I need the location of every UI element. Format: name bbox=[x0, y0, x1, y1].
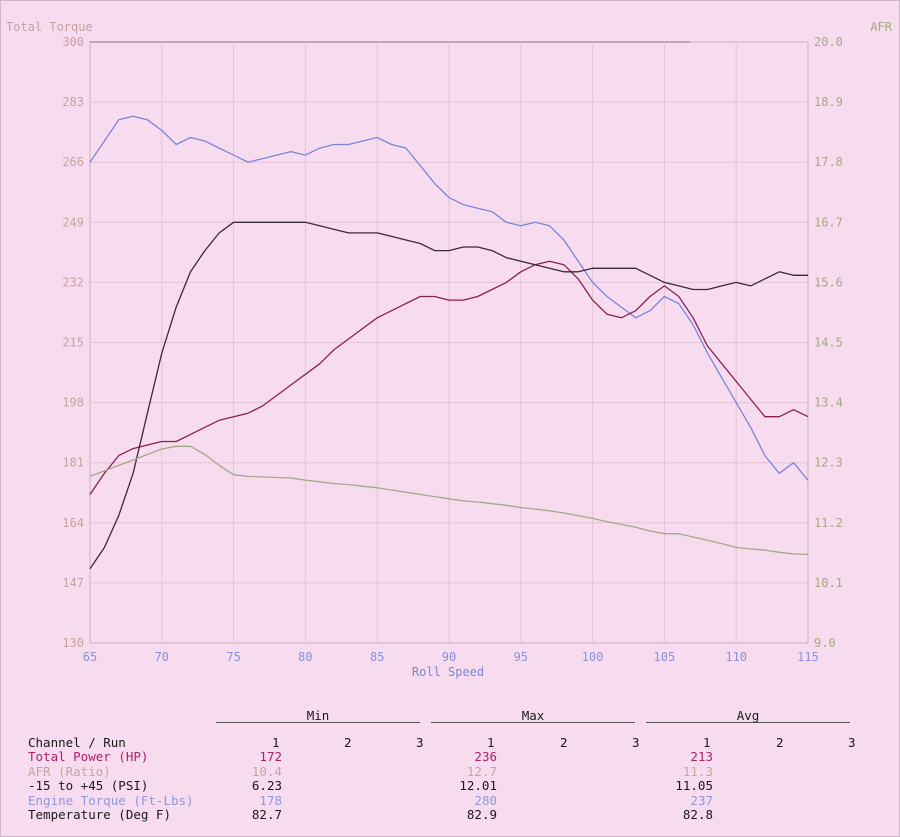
summary-group-title: Min bbox=[306, 708, 330, 723]
summary-value-max: 12.01 bbox=[459, 778, 497, 793]
x-tick-label: 80 bbox=[298, 650, 312, 664]
summary-group-title: Max bbox=[521, 708, 545, 723]
y-right-tick-label: 12.3 bbox=[814, 456, 843, 470]
y-right-tick-label: 11.2 bbox=[814, 516, 843, 530]
summary-run-number: 2 bbox=[344, 735, 352, 750]
y-right-tick-label: 20.0 bbox=[814, 35, 843, 49]
summary-run-number: 3 bbox=[632, 735, 640, 750]
chart-ticks: 65 70 75 80 85 90 95 100 105 110 115 300 283 266 249 23… bbox=[62, 35, 843, 664]
summary-value-max: 280 bbox=[474, 792, 497, 808]
summary-value-min: 10.4 bbox=[251, 763, 282, 779]
y-right-tick-label: 14.5 bbox=[814, 336, 843, 350]
y-left-tick-label: 198 bbox=[62, 396, 84, 410]
y-left-tick-label: 283 bbox=[62, 95, 84, 109]
summary-table: Min 1 2 3 Max 1 2 3 Avg 1 2 3 Channel / Run Total Pow… bbox=[0, 700, 900, 837]
summary-value-max: 82.9 bbox=[466, 807, 497, 822]
summary-row-label: Engine Torque (Ft-Lbs) bbox=[28, 792, 194, 808]
summary-run-number: 1 bbox=[272, 735, 280, 750]
y-left-tick-label: 164 bbox=[62, 516, 84, 530]
summary-group-underline bbox=[431, 722, 635, 723]
x-axis-label: Roll Speed bbox=[412, 665, 484, 679]
chart-series bbox=[89, 115, 809, 570]
series-line-15-to-45-psi bbox=[89, 221, 808, 570]
y-left-tick-label: 215 bbox=[62, 336, 84, 350]
summary-row-label: Temperature (Deg F) bbox=[28, 807, 171, 822]
y-right-tick-label: 16.7 bbox=[814, 215, 843, 229]
x-tick-label: 70 bbox=[155, 650, 169, 664]
summary-run-number: 3 bbox=[848, 735, 856, 750]
summary-value-avg: 237 bbox=[690, 792, 713, 808]
summary-value-min: 6.23 bbox=[251, 778, 282, 793]
y-left-tick-label: 266 bbox=[62, 155, 84, 169]
x-tick-label: 95 bbox=[514, 650, 528, 664]
series-line-total-power-hp bbox=[89, 260, 809, 495]
summary-row-label: -15 to +45 (PSI) bbox=[28, 778, 149, 793]
summary-value-min: 172 bbox=[259, 749, 282, 764]
summary-run-number: 2 bbox=[560, 735, 568, 750]
summary-row-label: AFR (Ratio) bbox=[28, 763, 111, 779]
y-right-tick-label: 15.6 bbox=[814, 275, 843, 289]
dyno-chart: 65 70 75 80 85 90 95 100 105 110 115 300 283 266 249 23… bbox=[6, 20, 893, 679]
y-left-tick-label: 300 bbox=[62, 35, 84, 49]
y-left-tick-label: 249 bbox=[62, 215, 84, 229]
x-tick-label: 75 bbox=[226, 650, 240, 664]
summary-group-underline bbox=[216, 722, 420, 723]
x-tick-label: 90 bbox=[442, 650, 456, 664]
y-left-tick-label: 147 bbox=[62, 576, 84, 590]
x-tick-label: 85 bbox=[370, 650, 384, 664]
summary-value-min: 82.7 bbox=[251, 807, 282, 822]
series-line-engine-torque-ft-lbs bbox=[89, 115, 809, 481]
summary-run-number: 3 bbox=[416, 735, 424, 750]
summary-row-label: Total Power (HP) bbox=[28, 749, 149, 764]
y-right-tick-label: 13.4 bbox=[814, 396, 843, 410]
summary-run-number: 1 bbox=[487, 735, 495, 750]
summary-value-avg: 11.05 bbox=[675, 778, 713, 793]
summary-value-max: 236 bbox=[474, 749, 497, 764]
summary-value-max: 12.7 bbox=[466, 763, 497, 779]
summary-group-title: Avg bbox=[736, 708, 760, 723]
x-tick-label: 105 bbox=[654, 650, 676, 664]
y-right-tick-label: 17.8 bbox=[814, 155, 843, 169]
chart-grid bbox=[89, 41, 809, 644]
summary-run-number: 1 bbox=[703, 735, 711, 750]
x-tick-label: 115 bbox=[797, 650, 819, 664]
summary-value-avg: 82.8 bbox=[682, 807, 713, 822]
right-axis-label: AFR bbox=[870, 20, 892, 34]
y-left-tick-label: 232 bbox=[62, 275, 84, 289]
summary-run-number: 2 bbox=[776, 735, 784, 750]
y-right-tick-label: 10.1 bbox=[814, 576, 843, 590]
left-axis-label: Total Torque bbox=[6, 20, 93, 34]
y-left-tick-label: 130 bbox=[62, 636, 84, 650]
x-tick-label: 110 bbox=[725, 650, 747, 664]
x-tick-label: 65 bbox=[83, 650, 97, 664]
summary-value-avg: 213 bbox=[690, 749, 713, 764]
summary-channel-header: Channel / Run bbox=[28, 735, 126, 750]
x-tick-label: 100 bbox=[582, 650, 604, 664]
summary-group-underline bbox=[646, 722, 850, 723]
summary-value-avg: 11.3 bbox=[682, 763, 713, 779]
y-right-tick-label: 9.0 bbox=[814, 636, 836, 650]
summary-value-min: 178 bbox=[259, 792, 282, 808]
y-right-tick-label: 18.9 bbox=[814, 95, 843, 109]
series-line-afr-ratio bbox=[89, 445, 809, 556]
y-left-tick-label: 181 bbox=[62, 456, 84, 470]
